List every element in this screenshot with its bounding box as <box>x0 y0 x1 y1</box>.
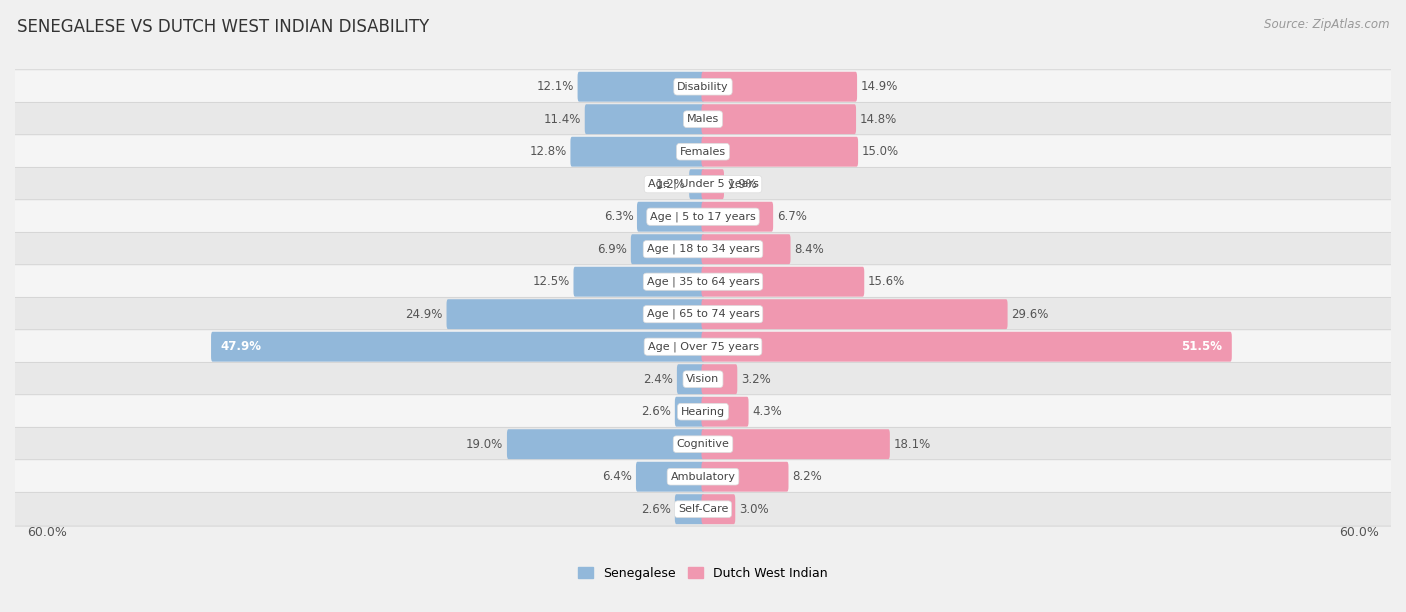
Text: 1.2%: 1.2% <box>655 177 686 191</box>
Text: 12.5%: 12.5% <box>533 275 569 288</box>
Text: 24.9%: 24.9% <box>405 308 443 321</box>
Text: Age | 35 to 64 years: Age | 35 to 64 years <box>647 277 759 287</box>
Text: 6.4%: 6.4% <box>603 470 633 483</box>
FancyBboxPatch shape <box>211 332 704 362</box>
Text: 14.8%: 14.8% <box>859 113 897 125</box>
Text: Age | 5 to 17 years: Age | 5 to 17 years <box>650 212 756 222</box>
Text: 1.9%: 1.9% <box>727 177 758 191</box>
FancyBboxPatch shape <box>702 104 856 134</box>
Text: 2.4%: 2.4% <box>644 373 673 386</box>
FancyBboxPatch shape <box>0 297 1406 331</box>
Text: 15.6%: 15.6% <box>868 275 905 288</box>
FancyBboxPatch shape <box>702 461 789 491</box>
Text: 11.4%: 11.4% <box>544 113 581 125</box>
FancyBboxPatch shape <box>636 461 704 491</box>
FancyBboxPatch shape <box>0 330 1406 364</box>
FancyBboxPatch shape <box>0 200 1406 234</box>
Text: 6.9%: 6.9% <box>598 243 627 256</box>
FancyBboxPatch shape <box>676 364 704 394</box>
FancyBboxPatch shape <box>689 170 704 199</box>
Text: 12.1%: 12.1% <box>537 80 574 93</box>
Text: Age | 65 to 74 years: Age | 65 to 74 years <box>647 309 759 319</box>
Text: 6.3%: 6.3% <box>603 210 633 223</box>
Text: 19.0%: 19.0% <box>467 438 503 450</box>
Text: Vision: Vision <box>686 374 720 384</box>
FancyBboxPatch shape <box>702 170 724 199</box>
Text: 60.0%: 60.0% <box>27 526 67 539</box>
Text: 60.0%: 60.0% <box>1339 526 1379 539</box>
FancyBboxPatch shape <box>702 234 790 264</box>
Text: SENEGALESE VS DUTCH WEST INDIAN DISABILITY: SENEGALESE VS DUTCH WEST INDIAN DISABILI… <box>17 18 429 36</box>
FancyBboxPatch shape <box>578 72 704 102</box>
Text: Ambulatory: Ambulatory <box>671 472 735 482</box>
FancyBboxPatch shape <box>0 135 1406 169</box>
Text: Hearing: Hearing <box>681 407 725 417</box>
Text: 14.9%: 14.9% <box>860 80 898 93</box>
Legend: Senegalese, Dutch West Indian: Senegalese, Dutch West Indian <box>574 562 832 585</box>
Text: 2.6%: 2.6% <box>641 502 671 516</box>
FancyBboxPatch shape <box>675 397 704 427</box>
Text: Self-Care: Self-Care <box>678 504 728 514</box>
FancyBboxPatch shape <box>631 234 704 264</box>
FancyBboxPatch shape <box>585 104 704 134</box>
FancyBboxPatch shape <box>702 136 858 166</box>
FancyBboxPatch shape <box>0 233 1406 266</box>
FancyBboxPatch shape <box>702 429 890 459</box>
Text: Cognitive: Cognitive <box>676 439 730 449</box>
FancyBboxPatch shape <box>508 429 704 459</box>
Text: 29.6%: 29.6% <box>1011 308 1049 321</box>
Text: 4.3%: 4.3% <box>752 405 782 418</box>
FancyBboxPatch shape <box>702 332 1232 362</box>
Text: Source: ZipAtlas.com: Source: ZipAtlas.com <box>1264 18 1389 31</box>
FancyBboxPatch shape <box>702 202 773 232</box>
Text: 12.8%: 12.8% <box>530 145 567 159</box>
FancyBboxPatch shape <box>702 494 735 524</box>
FancyBboxPatch shape <box>702 267 865 297</box>
FancyBboxPatch shape <box>702 299 1008 329</box>
Text: 47.9%: 47.9% <box>221 340 262 353</box>
Text: Age | Over 75 years: Age | Over 75 years <box>648 341 758 352</box>
Text: 2.6%: 2.6% <box>641 405 671 418</box>
Text: 3.0%: 3.0% <box>738 502 769 516</box>
Text: Age | 18 to 34 years: Age | 18 to 34 years <box>647 244 759 255</box>
Text: 3.2%: 3.2% <box>741 373 770 386</box>
FancyBboxPatch shape <box>574 267 704 297</box>
Text: 51.5%: 51.5% <box>1181 340 1222 353</box>
FancyBboxPatch shape <box>0 70 1406 103</box>
FancyBboxPatch shape <box>637 202 704 232</box>
FancyBboxPatch shape <box>0 427 1406 461</box>
Text: 8.4%: 8.4% <box>794 243 824 256</box>
Text: Disability: Disability <box>678 82 728 92</box>
FancyBboxPatch shape <box>675 494 704 524</box>
FancyBboxPatch shape <box>0 460 1406 494</box>
FancyBboxPatch shape <box>0 362 1406 396</box>
FancyBboxPatch shape <box>702 72 858 102</box>
FancyBboxPatch shape <box>702 364 737 394</box>
Text: 8.2%: 8.2% <box>792 470 823 483</box>
Text: 15.0%: 15.0% <box>862 145 898 159</box>
Text: 18.1%: 18.1% <box>893 438 931 450</box>
Text: 6.7%: 6.7% <box>776 210 807 223</box>
FancyBboxPatch shape <box>702 397 748 427</box>
FancyBboxPatch shape <box>0 395 1406 428</box>
Text: Females: Females <box>681 147 725 157</box>
Text: Males: Males <box>688 114 718 124</box>
FancyBboxPatch shape <box>571 136 704 166</box>
Text: Age | Under 5 years: Age | Under 5 years <box>648 179 758 190</box>
FancyBboxPatch shape <box>0 265 1406 299</box>
FancyBboxPatch shape <box>0 492 1406 526</box>
FancyBboxPatch shape <box>0 102 1406 136</box>
FancyBboxPatch shape <box>0 167 1406 201</box>
FancyBboxPatch shape <box>447 299 704 329</box>
